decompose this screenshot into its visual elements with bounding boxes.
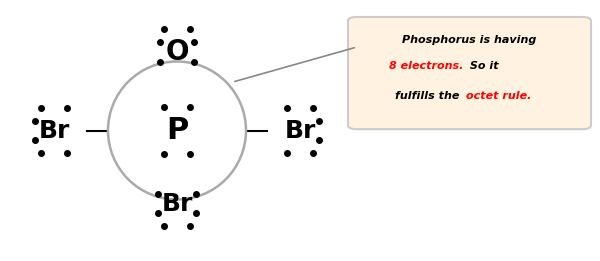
Text: Phosphorus is having: Phosphorus is having [403, 35, 536, 45]
Text: So it: So it [467, 61, 499, 71]
FancyBboxPatch shape [348, 17, 591, 129]
Text: Br: Br [38, 118, 70, 143]
Text: Br: Br [284, 118, 316, 143]
Text: 8 electrons.: 8 electrons. [389, 61, 464, 71]
Text: Br: Br [161, 192, 193, 216]
Text: octet rule.: octet rule. [467, 91, 532, 101]
Text: fulfills the: fulfills the [395, 91, 464, 101]
Text: O: O [165, 38, 189, 66]
Ellipse shape [108, 62, 246, 199]
Text: P: P [166, 116, 188, 145]
